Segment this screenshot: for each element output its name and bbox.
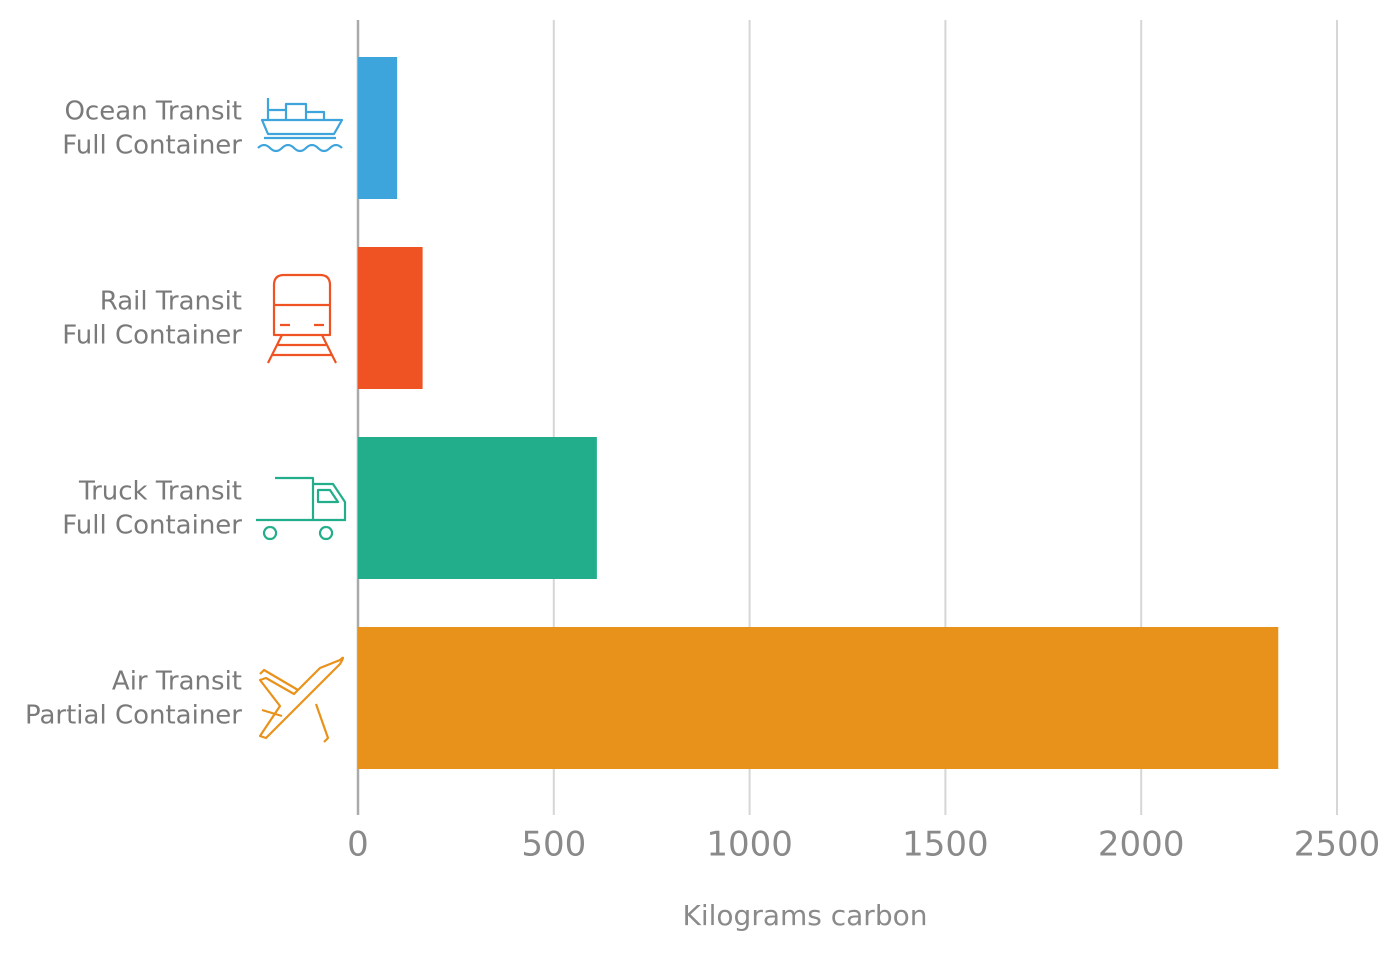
x-axis-label: Kilograms carbon	[683, 899, 928, 932]
y-tick-label: Ocean Transit	[64, 97, 242, 127]
y-tick-label: Rail Transit	[100, 287, 242, 317]
y-tick-label: Truck Transit	[78, 477, 242, 507]
y-tick-label: Air Transit	[112, 667, 242, 697]
y-tick-label: Full Container	[62, 131, 242, 161]
x-tick-label: 2500	[1294, 825, 1381, 865]
bar	[358, 627, 1279, 769]
bar	[358, 57, 398, 199]
x-tick-label: 2000	[1098, 825, 1185, 865]
bar	[358, 437, 597, 579]
x-tick-label: 500	[521, 825, 586, 865]
x-tick-label: 1000	[706, 825, 793, 865]
y-tick-label: Full Container	[62, 511, 242, 541]
y-tick-label: Full Container	[62, 321, 242, 351]
x-tick-label: 1500	[902, 825, 989, 865]
category-icon	[258, 656, 345, 743]
x-tick-label: 0	[347, 825, 369, 865]
bar	[358, 247, 423, 389]
category-icon	[256, 476, 347, 541]
category-icon	[267, 273, 337, 364]
category-icon	[257, 98, 344, 153]
y-tick-label: Partial Container	[25, 701, 242, 731]
